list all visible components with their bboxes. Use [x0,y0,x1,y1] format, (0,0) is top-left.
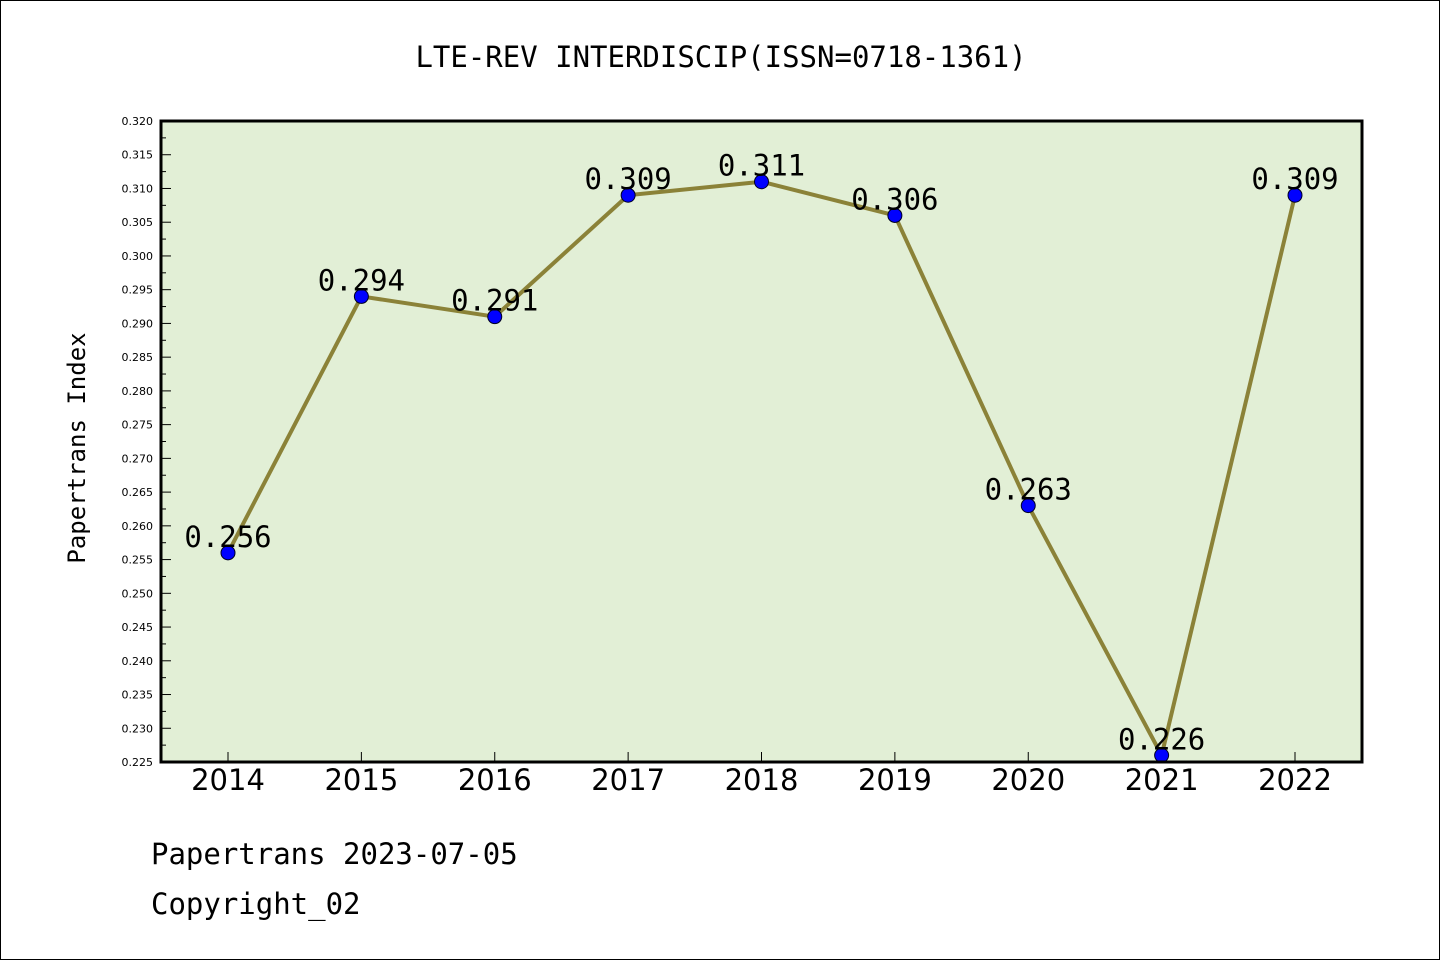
x-tick-label: 2018 [725,763,799,797]
data-point [220,545,236,561]
y-tick-label: 0.250 [122,587,154,600]
data-point [1287,187,1303,203]
y-axis-label: Papertrans Index [63,332,91,563]
x-tick-label: 2021 [1125,763,1199,797]
chart-title: LTE-REV INTERDISCIP(ISSN=0718-1361) [415,40,1026,74]
x-axis-ticks: 2014 2015 2016 2017 2018 2019 2020 2021 2022 [191,752,1332,797]
footer-copyright: Copyright_02 [151,887,361,921]
y-tick-label: 0.265 [122,486,154,499]
data-point [620,187,636,203]
y-tick-label: 0.270 [122,452,154,465]
x-tick-label: 2019 [858,763,932,797]
y-tick-label: 0.285 [122,351,154,364]
data-label: 0.256 [184,520,271,554]
y-tick-label: 0.225 [122,756,154,769]
data-label: 0.306 [851,182,938,216]
x-tick-label: 2015 [324,763,398,797]
data-point [353,288,369,304]
x-tick-label: 2014 [191,763,265,797]
x-tick-label: 2020 [991,763,1065,797]
data-label: 0.263 [985,473,1072,507]
x-tick-label: 2022 [1258,763,1332,797]
y-tick-label: 0.305 [122,216,154,229]
y-axis-ticks: 0.225 0.230 0.235 0.240 0.245 0.250 0.255 0.260… [122,115,171,769]
data-label: 0.226 [1118,722,1205,756]
data-label: 0.291 [451,284,538,318]
plot-frame [159,119,1364,764]
data-labels: 0.256 0.294 0.291 0.309 0.311 0.306 0.263 0.226… [184,149,1338,757]
y-tick-label: 0.295 [122,284,154,297]
y-tick-label: 0.240 [122,655,154,668]
y-tick-label: 0.235 [122,689,154,702]
data-points [220,174,1303,763]
y-tick-label: 0.315 [122,149,154,162]
y-tick-label: 0.280 [122,385,154,398]
data-point [487,309,503,325]
y-tick-label: 0.260 [122,520,154,533]
footer-date-line: Papertrans 2023-07-05 [151,837,518,871]
data-label: 0.294 [318,263,405,297]
y-tick-label: 0.245 [122,621,154,634]
y-tick-label: 0.310 [122,182,154,195]
data-point [1020,498,1036,514]
y-tick-label: 0.320 [122,115,154,128]
data-label: 0.309 [584,162,671,196]
data-point [887,207,903,223]
data-label: 0.311 [718,149,805,183]
y-tick-label: 0.290 [122,317,154,330]
y-tick-label: 0.275 [122,419,154,432]
y-tick-label: 0.300 [122,250,154,263]
y-tick-label: 0.255 [122,554,154,567]
x-tick-label: 2017 [591,763,665,797]
plot-area [161,121,1362,762]
data-label: 0.309 [1251,162,1338,196]
y-tick-label: 0.230 [122,722,154,735]
data-point [754,174,769,190]
x-tick-label: 2016 [458,763,532,797]
